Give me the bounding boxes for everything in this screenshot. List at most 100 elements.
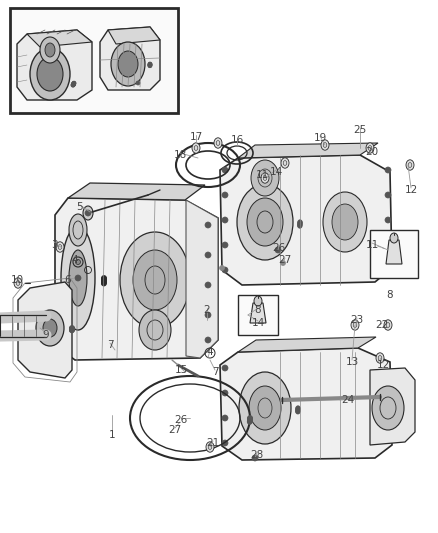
Polygon shape [186, 200, 218, 358]
Text: 26: 26 [174, 415, 187, 425]
Polygon shape [249, 303, 265, 323]
Ellipse shape [384, 242, 390, 248]
Text: 4: 4 [206, 347, 213, 357]
Polygon shape [369, 368, 414, 445]
Ellipse shape [405, 160, 413, 170]
Ellipse shape [205, 252, 211, 258]
Ellipse shape [40, 37, 60, 63]
Text: 14: 14 [269, 167, 282, 177]
Ellipse shape [247, 416, 252, 421]
Text: 17: 17 [189, 132, 202, 142]
Ellipse shape [251, 160, 279, 196]
Ellipse shape [194, 282, 198, 286]
Ellipse shape [222, 242, 227, 248]
Polygon shape [100, 27, 159, 90]
Ellipse shape [297, 221, 301, 225]
Ellipse shape [274, 247, 280, 253]
Text: 9: 9 [42, 330, 49, 340]
Ellipse shape [136, 81, 140, 85]
Ellipse shape [384, 267, 390, 273]
Ellipse shape [261, 173, 268, 183]
Ellipse shape [194, 279, 198, 283]
Polygon shape [219, 348, 391, 460]
Bar [237, 295, 277, 335]
Text: 7: 7 [106, 340, 113, 350]
Text: 21: 21 [206, 438, 219, 448]
Ellipse shape [148, 63, 152, 67]
Ellipse shape [247, 198, 283, 246]
Bar [10, 8, 177, 113]
Ellipse shape [320, 140, 328, 150]
Text: 27: 27 [168, 425, 181, 435]
Ellipse shape [247, 416, 252, 421]
Polygon shape [68, 183, 205, 200]
Text: 10: 10 [11, 275, 24, 285]
Ellipse shape [280, 158, 288, 168]
Ellipse shape [61, 226, 95, 330]
Ellipse shape [75, 275, 81, 281]
Text: 1: 1 [109, 430, 115, 440]
Polygon shape [219, 155, 391, 285]
Ellipse shape [251, 455, 258, 461]
Ellipse shape [222, 365, 227, 371]
Ellipse shape [191, 143, 200, 153]
Ellipse shape [254, 296, 261, 306]
Ellipse shape [194, 281, 198, 285]
Text: 25: 25 [353, 125, 366, 135]
Polygon shape [385, 240, 401, 264]
Ellipse shape [37, 57, 63, 91]
Ellipse shape [350, 320, 358, 330]
Ellipse shape [375, 353, 383, 363]
Ellipse shape [72, 82, 76, 85]
Text: 20: 20 [364, 147, 378, 157]
Ellipse shape [331, 204, 357, 240]
Ellipse shape [295, 406, 300, 410]
Ellipse shape [237, 184, 292, 260]
Text: 26: 26 [272, 243, 285, 253]
Ellipse shape [69, 328, 74, 333]
Ellipse shape [56, 242, 64, 252]
Ellipse shape [148, 63, 152, 67]
Ellipse shape [384, 192, 390, 198]
Text: 11: 11 [255, 170, 268, 180]
Ellipse shape [83, 206, 93, 220]
Bar [369, 230, 417, 278]
Ellipse shape [389, 233, 397, 243]
Ellipse shape [139, 310, 171, 350]
Ellipse shape [148, 62, 152, 66]
Text: 8: 8 [254, 305, 261, 315]
Ellipse shape [247, 418, 252, 424]
Ellipse shape [383, 320, 391, 330]
Text: 16: 16 [230, 135, 243, 145]
Ellipse shape [69, 327, 74, 332]
Text: 24: 24 [341, 395, 354, 405]
Polygon shape [27, 30, 92, 47]
Ellipse shape [222, 415, 227, 421]
Ellipse shape [297, 221, 301, 226]
Ellipse shape [101, 277, 106, 282]
Ellipse shape [120, 232, 190, 328]
Ellipse shape [238, 372, 290, 444]
Ellipse shape [72, 81, 76, 85]
Text: 18: 18 [173, 150, 186, 160]
Text: 12: 12 [375, 360, 389, 370]
Ellipse shape [247, 418, 252, 423]
Ellipse shape [43, 319, 57, 337]
Ellipse shape [69, 327, 74, 333]
Text: 11: 11 [364, 240, 378, 250]
Ellipse shape [101, 276, 106, 280]
Ellipse shape [194, 278, 198, 282]
Ellipse shape [101, 281, 106, 286]
Ellipse shape [222, 192, 227, 198]
Ellipse shape [222, 267, 227, 273]
Ellipse shape [111, 42, 145, 86]
Text: 2: 2 [203, 305, 210, 315]
Ellipse shape [322, 192, 366, 252]
Ellipse shape [69, 326, 74, 331]
Ellipse shape [71, 82, 76, 86]
Ellipse shape [297, 222, 301, 227]
Ellipse shape [36, 310, 64, 346]
Ellipse shape [222, 167, 227, 173]
Ellipse shape [69, 326, 74, 330]
Ellipse shape [101, 278, 106, 283]
